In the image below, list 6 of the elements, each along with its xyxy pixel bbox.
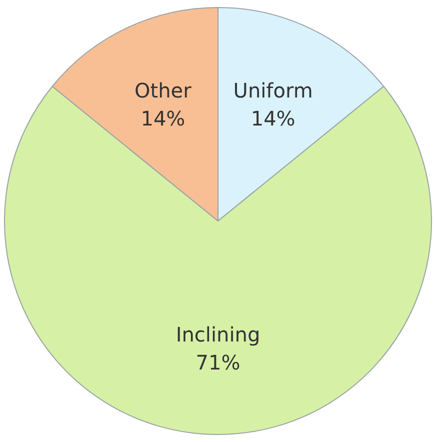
data-label: 14% xyxy=(250,106,296,131)
data-label: 14% xyxy=(140,106,186,131)
slice-label: Uniform xyxy=(233,78,313,103)
slice-label: Inclining xyxy=(176,322,260,346)
slice-label: Other xyxy=(134,78,192,103)
data-label: 71% xyxy=(196,350,240,374)
